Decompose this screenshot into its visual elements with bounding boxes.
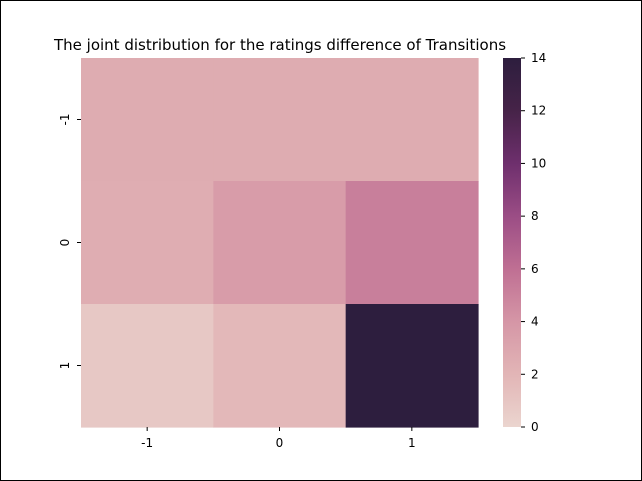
colorbar-tick-label: 0 (531, 420, 539, 434)
heatmap-cell (213, 58, 347, 182)
colorbar-tick-label: 12 (531, 104, 546, 118)
colorbar-tick-label: 14 (531, 51, 546, 65)
heatmap-cell (81, 58, 214, 182)
x-tick-label: 0 (276, 436, 284, 450)
y-tick-label: -1 (58, 114, 72, 126)
colorbar-tick-label: 6 (531, 262, 539, 276)
colorbar-tick-label: 2 (531, 367, 539, 381)
colorbar-tick-label: 10 (531, 156, 546, 170)
heatmap-cell (345, 181, 479, 305)
x-tick-label: -1 (141, 436, 153, 450)
heatmap-cell (345, 58, 479, 182)
heatmap-cell (81, 304, 214, 428)
x-axis: -1 0 1 (141, 427, 416, 450)
y-tick-label: 1 (58, 362, 72, 370)
heatmap-cell (213, 181, 347, 305)
heatmap-cell (213, 304, 347, 428)
x-tick-label: 1 (408, 436, 416, 450)
colorbar-axis: 0 2 4 6 8 10 12 14 (521, 51, 546, 434)
y-tick-label: 0 (58, 239, 72, 247)
colorbar (503, 58, 521, 427)
colorbar-tick-label: 8 (531, 209, 539, 223)
heatmap-cell (81, 181, 214, 305)
heatmap-cells (81, 58, 479, 428)
y-axis: -1 0 1 (58, 114, 81, 370)
heatmap-cell (345, 304, 479, 428)
colorbar-tick-label: 4 (531, 315, 539, 329)
chart-title: The joint distribution for the ratings d… (53, 36, 506, 54)
